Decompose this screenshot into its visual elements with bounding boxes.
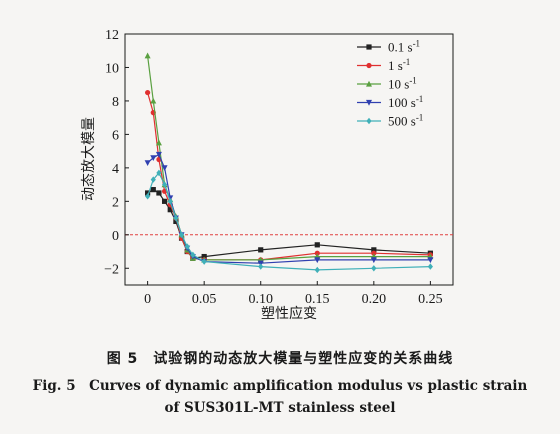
data-point [314,250,320,256]
x-tick-label: 0.10 [248,292,273,307]
data-point [150,187,156,193]
x-tick-label: 0 [144,292,151,307]
x-axis-title: 塑性应变 [261,305,317,322]
data-point [314,257,321,264]
y-tick-label: 4 [112,162,119,177]
data-point [150,97,157,104]
legend: 0.1 s-1 1 s-1 10 s-1 100 s-1 500 s-1 [357,39,423,129]
legend-label: 100 s-1 [388,94,423,110]
data-point [161,165,168,172]
data-point [144,52,151,59]
legend-label: 0.1 s-1 [388,39,420,55]
data-point [145,89,151,96]
data-point [167,198,173,205]
data-point [314,242,320,248]
series-4 [144,151,434,267]
legend-label: 10 s-1 [388,76,417,92]
legend-item: 1 s-1 [357,57,410,73]
legend-marker [366,117,372,125]
data-point [371,265,377,272]
data-point [150,155,157,162]
legend-item: 500 s-1 [357,113,423,129]
legend-marker [366,44,372,50]
series-5 [145,169,433,274]
x-tick-label: 0.20 [362,292,387,307]
data-point [427,263,433,270]
x-tick-label: 0.15 [305,292,330,307]
series-line [147,92,431,261]
data-point [371,247,377,253]
legend-marker [366,80,372,87]
data-point [370,257,377,264]
data-point [178,231,185,238]
y-axis-title: 动态放大模量 [81,117,97,201]
data-point [167,207,173,213]
data-point [161,198,168,204]
data-point [156,169,162,177]
data-point [145,193,151,200]
data-point [145,190,151,196]
y-tick-label: 2 [112,195,119,210]
x-tick-label: 0.05 [192,292,217,307]
y-tick-label: −2 [104,262,119,277]
data-point [155,151,162,158]
data-point [258,263,264,270]
legend-item: 0.1 s-1 [357,39,420,55]
legend-item: 100 s-1 [357,94,423,110]
data-point [314,266,320,274]
data-point [155,139,162,146]
legend-label: 1 s-1 [388,57,410,73]
chart: 0 0.05 0.10 0.15 0.20 0.25 −2 0 2 4 6 8 10 12 0.1 s-1… [81,28,454,322]
y-tick-label: 8 [112,95,119,110]
caption-english-line2: of SUS301L-MT stainless steel [164,400,396,416]
y-tick-label: 12 [105,28,119,43]
data-point [371,250,377,256]
y-tick-label: 10 [105,61,119,76]
data-point [173,214,179,222]
data-point [427,257,434,264]
data-point [150,176,156,183]
data-point [190,251,196,259]
legend-marker [366,62,372,69]
legend-item: 10 s-1 [357,76,417,92]
y-tick-label: 0 [112,229,119,244]
caption-english-line1: Fig. 5 Curves of dynamic amplification m… [32,378,528,394]
caption-chinese: 图 5 试验钢的动态放大模量与塑性应变的关系曲线 [106,351,454,367]
data-point [201,258,207,265]
data-point [144,160,151,167]
data-point [184,243,190,250]
series-line [147,188,431,259]
data-point [201,253,207,260]
legend-marker [366,99,372,106]
plot-frame [124,33,454,286]
data-point [161,181,168,188]
y-tick-label: 6 [112,128,119,143]
data-point [173,218,179,225]
data-point [258,247,264,253]
legend-label: 500 s-1 [388,113,423,129]
data-point [156,190,162,196]
x-tick-label: 0.25 [418,292,443,307]
